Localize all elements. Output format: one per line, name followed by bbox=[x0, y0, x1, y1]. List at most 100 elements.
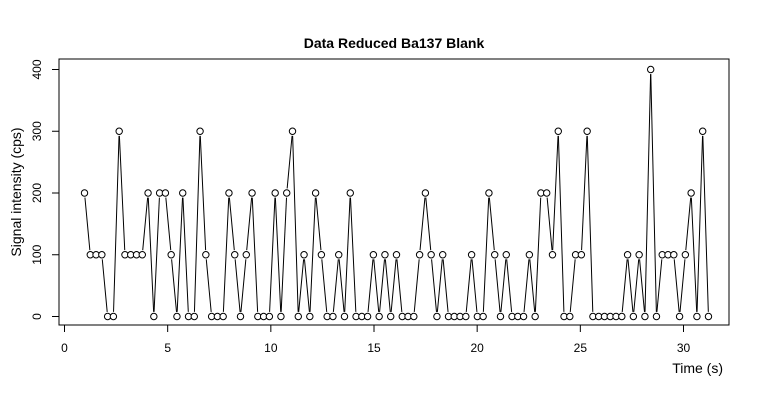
series-segment bbox=[690, 197, 698, 312]
data-point bbox=[179, 189, 187, 197]
data-point bbox=[202, 251, 210, 259]
series-segment bbox=[494, 259, 501, 312]
data-point bbox=[439, 251, 447, 259]
data-point bbox=[519, 312, 528, 321]
data-point bbox=[462, 312, 470, 321]
series-segment bbox=[246, 197, 253, 251]
series-segment bbox=[581, 135, 588, 251]
series-segment bbox=[656, 259, 663, 312]
series-segment bbox=[471, 259, 478, 312]
series-segment bbox=[332, 259, 339, 312]
series-segment bbox=[349, 197, 357, 312]
series-segment bbox=[650, 74, 657, 312]
data-point bbox=[300, 251, 308, 259]
series-segment bbox=[702, 135, 709, 312]
data-point bbox=[346, 189, 354, 197]
data-point bbox=[623, 251, 632, 259]
data-point bbox=[167, 251, 175, 259]
data-point bbox=[681, 251, 690, 259]
data-point bbox=[693, 312, 701, 321]
data-point bbox=[635, 251, 643, 259]
data-point bbox=[392, 251, 401, 259]
data-point bbox=[283, 189, 291, 197]
x-tick-label: 0 bbox=[61, 341, 68, 355]
data-point bbox=[369, 251, 378, 259]
data-point bbox=[548, 251, 557, 259]
series-segment bbox=[396, 259, 403, 312]
series-segment bbox=[529, 259, 536, 312]
series-segment bbox=[488, 197, 495, 251]
series-segment bbox=[685, 197, 692, 251]
x-tick-label: 5 bbox=[164, 341, 171, 355]
data-point bbox=[387, 312, 395, 321]
series-segment bbox=[193, 135, 201, 312]
data-point bbox=[566, 312, 574, 321]
series-segment bbox=[673, 259, 680, 312]
data-point bbox=[190, 312, 198, 321]
series-segment bbox=[101, 259, 108, 312]
data-point bbox=[277, 312, 285, 321]
series-segment bbox=[390, 259, 397, 312]
series-segment bbox=[367, 259, 374, 312]
data-point bbox=[577, 251, 586, 259]
series-segment bbox=[639, 259, 645, 312]
data-point bbox=[421, 189, 430, 197]
x-tick-label: 20 bbox=[470, 341, 484, 355]
data-point bbox=[335, 251, 343, 259]
x-tick-label: 10 bbox=[264, 341, 278, 355]
data-point bbox=[410, 312, 418, 321]
series-segment bbox=[199, 135, 207, 251]
data-point bbox=[415, 251, 424, 259]
data-point bbox=[502, 251, 510, 259]
data-point bbox=[652, 312, 661, 321]
series-segment bbox=[436, 259, 443, 312]
series-segment bbox=[413, 259, 420, 312]
y-tick-label: 100 bbox=[30, 244, 44, 264]
series-segment bbox=[546, 197, 553, 251]
data-point bbox=[109, 312, 118, 321]
data-point bbox=[629, 312, 638, 321]
data-point bbox=[646, 65, 655, 74]
data-point bbox=[271, 189, 279, 197]
series-segment bbox=[442, 259, 449, 312]
series-segment bbox=[633, 259, 640, 312]
series-segment bbox=[222, 197, 230, 312]
data-point bbox=[554, 127, 562, 135]
series-segment bbox=[321, 259, 328, 312]
series-segment bbox=[165, 197, 172, 251]
x-axis: 0 5 10 15 20 25 30 bbox=[61, 324, 691, 355]
data-point bbox=[329, 312, 337, 321]
data-point bbox=[173, 312, 181, 321]
series-segment bbox=[621, 259, 628, 312]
series-segment bbox=[534, 197, 542, 312]
series-segment bbox=[171, 259, 178, 312]
x-tick-label: 15 bbox=[367, 341, 381, 355]
data-point bbox=[687, 189, 695, 197]
series-segment bbox=[373, 259, 380, 312]
data-point bbox=[670, 251, 678, 259]
data-point bbox=[675, 312, 684, 321]
series-segment bbox=[315, 197, 322, 251]
series-segment bbox=[506, 259, 513, 312]
data-point bbox=[467, 251, 476, 259]
y-tick-label: 400 bbox=[30, 59, 44, 79]
series-segment bbox=[344, 197, 351, 312]
data-point bbox=[144, 189, 152, 197]
data-point bbox=[248, 189, 256, 197]
series-segment bbox=[298, 259, 305, 312]
data-point bbox=[242, 251, 250, 259]
x-axis-label: Time (s) bbox=[672, 360, 723, 376]
series-segment bbox=[269, 197, 276, 312]
series-segment bbox=[309, 197, 316, 312]
series-segment bbox=[292, 135, 299, 312]
data-point bbox=[98, 251, 106, 259]
data-point bbox=[115, 127, 123, 135]
data-point bbox=[317, 251, 326, 259]
data-point bbox=[236, 312, 245, 321]
data-point bbox=[381, 251, 389, 259]
x-tick-label: 30 bbox=[677, 341, 691, 355]
series-segment bbox=[84, 197, 91, 251]
data-point bbox=[225, 189, 233, 197]
series-segment bbox=[153, 197, 160, 312]
data-point bbox=[340, 312, 349, 321]
